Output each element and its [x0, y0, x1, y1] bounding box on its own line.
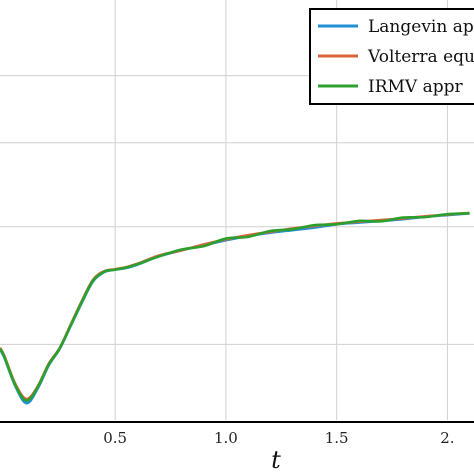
series-line-3 — [0, 212, 470, 402]
tick-layer: 0.5 1.0 1.5 2. — [103, 429, 454, 447]
series-layer — [0, 211, 470, 405]
x-tick-label: 1.0 — [214, 429, 238, 447]
legend-label: IRMV appr — [368, 77, 464, 97]
x-axis-title: t — [271, 446, 281, 474]
x-tick-label: 1.5 — [325, 429, 349, 447]
legend-entry-3: IRMV appr — [318, 77, 464, 97]
legend-label: Volterra equ — [367, 47, 474, 67]
series-line-1 — [0, 212, 470, 405]
x-tick-label: 2. — [440, 429, 454, 447]
legend-entry-1: Langevin ap — [318, 17, 474, 37]
legend-entry-2: Volterra equ — [318, 47, 474, 67]
series-line-2 — [0, 211, 470, 401]
legend-label: Langevin ap — [368, 17, 474, 37]
legend: Langevin ap Volterra equ IRMV appr — [309, 8, 474, 105]
plot-frame — [0, 421, 474, 423]
x-tick-label: 0.5 — [103, 429, 127, 447]
